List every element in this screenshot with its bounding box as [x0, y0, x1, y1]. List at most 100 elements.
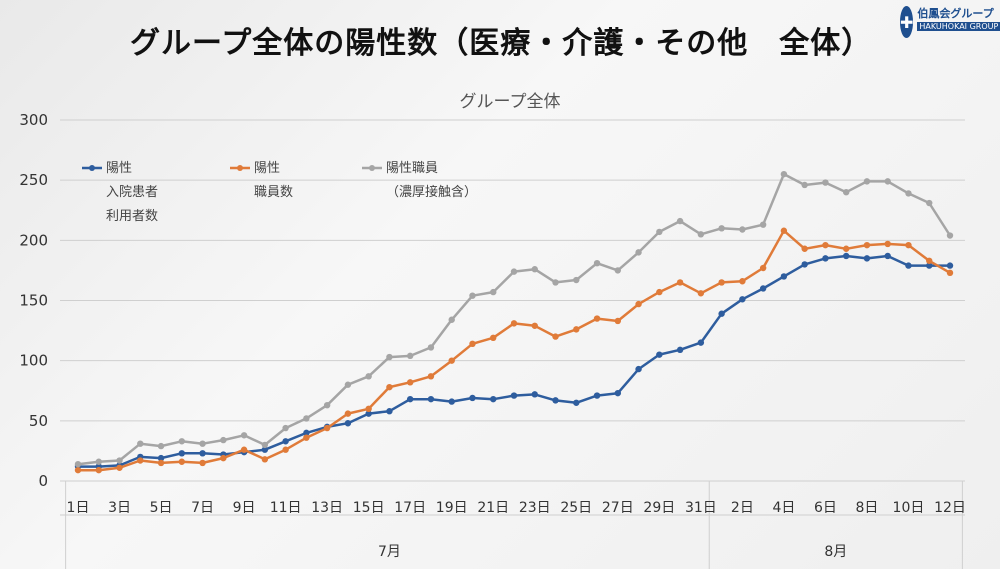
data-point: [697, 339, 705, 346]
data-point: [95, 458, 102, 465]
series-0: [74, 252, 954, 470]
data-point: [406, 379, 414, 386]
cross-seal-icon: ✚: [900, 6, 914, 38]
data-point: [780, 273, 788, 280]
data-point: [137, 457, 144, 464]
data-point: [573, 399, 580, 406]
data-point: [863, 241, 871, 249]
series-line: [78, 254, 950, 468]
data-point: [842, 252, 850, 260]
data-point: [427, 344, 435, 351]
data-point: [469, 394, 476, 402]
x-tick-label: 8日: [855, 500, 878, 516]
data-point: [593, 315, 601, 322]
x-tick-label: 4日: [772, 500, 795, 516]
data-point: [635, 249, 642, 256]
data-point: [926, 199, 933, 207]
data-point: [490, 395, 497, 403]
data-point: [344, 420, 352, 427]
data-point: [552, 397, 559, 404]
data-point: [946, 269, 954, 277]
data-point: [490, 334, 497, 342]
data-point: [261, 456, 269, 463]
data-point: [282, 438, 289, 445]
data-point: [469, 292, 476, 299]
data-point: [282, 424, 289, 432]
y-tick-label: 300: [19, 111, 48, 129]
legend-label: 入院患者: [106, 185, 158, 200]
data-point: [552, 279, 559, 286]
legend-marker: [89, 165, 95, 171]
legend-label: 職員数: [254, 185, 293, 200]
data-point: [240, 432, 248, 439]
x-tick-label: 12日: [934, 500, 966, 516]
data-point: [510, 268, 518, 275]
data-point: [531, 266, 538, 273]
data-point: [676, 279, 684, 286]
x-tick-label: 11日: [270, 500, 302, 516]
data-point: [427, 395, 435, 403]
legend-marker: [369, 165, 375, 171]
data-point: [531, 391, 538, 398]
data-point: [323, 401, 331, 409]
y-tick-label: 50: [29, 412, 48, 430]
data-point: [552, 333, 559, 340]
x-tick-label: 17日: [394, 500, 426, 516]
data-point: [365, 373, 372, 380]
x-tick-label: 27日: [602, 500, 634, 516]
data-point: [157, 459, 165, 467]
y-tick-label: 0: [38, 472, 48, 490]
data-point: [137, 440, 144, 447]
data-point: [697, 231, 705, 238]
data-point: [739, 278, 746, 285]
y-tick-label: 200: [19, 231, 48, 249]
data-point: [656, 351, 663, 358]
month-label: 8月: [824, 544, 847, 560]
slide-title: グループ全体の陽性数（医療・介護・その他 全体）: [130, 26, 873, 61]
data-point: [261, 446, 269, 453]
data-point: [531, 322, 538, 329]
data-point: [74, 466, 82, 474]
x-tick-label: 25日: [560, 500, 592, 516]
data-point: [801, 181, 808, 189]
data-point: [303, 434, 310, 441]
data-point: [95, 466, 102, 474]
data-point: [635, 365, 642, 373]
data-point: [926, 262, 933, 269]
data-point: [676, 346, 684, 354]
data-point: [74, 460, 82, 468]
data-point: [593, 259, 601, 267]
data-point: [905, 190, 912, 197]
data-point: [220, 454, 227, 462]
data-point: [656, 228, 663, 236]
grid-lines: [60, 119, 965, 569]
series-1: [74, 227, 954, 474]
x-tick-label: 5日: [150, 500, 173, 516]
data-point: [801, 245, 808, 252]
data-point: [759, 221, 767, 228]
data-point: [905, 241, 912, 249]
x-tick-label: 7日: [191, 500, 214, 516]
data-point: [240, 446, 248, 453]
data-point: [863, 178, 871, 185]
data-point: [822, 241, 829, 249]
data-point: [614, 267, 622, 274]
data-point: [469, 340, 476, 348]
data-point: [759, 285, 767, 292]
data-point: [884, 178, 891, 185]
data-point: [199, 440, 206, 447]
axis-labels: 0 50 100 150 200 250 300 1日 3日 5日 7日 9日 11日 13日 15日 17日…: [19, 111, 966, 560]
data-point: [884, 240, 891, 248]
x-tick-label: 29日: [643, 500, 675, 516]
data-point: [448, 357, 455, 364]
data-point: [448, 316, 455, 323]
data-point: [573, 326, 580, 333]
data-point: [739, 296, 746, 303]
data-point: [178, 450, 186, 457]
month-label: 7月: [378, 544, 401, 560]
x-tick-label: 15日: [353, 500, 385, 516]
data-point: [510, 392, 518, 399]
